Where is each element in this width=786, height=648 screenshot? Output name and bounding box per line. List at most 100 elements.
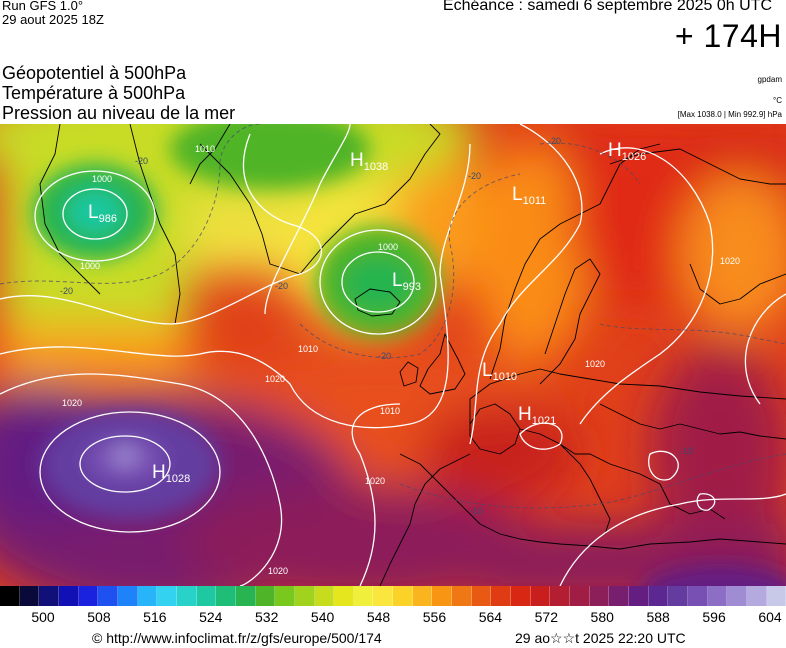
scale-label: 596 xyxy=(702,609,726,625)
run-date: 29 aout 2025 18Z xyxy=(2,12,104,27)
layer-label-geopotential: Géopotentiel à 500hPa xyxy=(2,63,187,83)
scale-swatch xyxy=(432,586,453,606)
scale-swatch xyxy=(530,586,551,606)
isobar-label: 1010 xyxy=(195,144,215,154)
run-title: Run GFS 1.0° xyxy=(2,0,84,13)
pressure-center-high: H1028 xyxy=(152,462,190,485)
isobar-labels: 1000 1000 1010 1010 1020 1020 1020 1020 … xyxy=(62,144,740,576)
pressure-center-low: L986 xyxy=(88,202,117,225)
scale-swatch xyxy=(137,586,158,606)
isobar-label: 1020 xyxy=(265,374,285,384)
generated-date: 29 ao☆☆t 2025 22:20 UTC xyxy=(515,630,686,646)
isotherm-labels: -20 -20 -20 -20 -20 -20 -10 -10 xyxy=(60,136,693,516)
scale-label: 540 xyxy=(310,609,335,625)
scale-swatch xyxy=(629,586,649,606)
pressure-center-low: L1011 xyxy=(512,184,546,207)
isobar-label: 1020 xyxy=(268,566,288,576)
scale-swatch xyxy=(687,586,708,606)
scale-swatch xyxy=(511,586,531,606)
pressure-center-low: L993 xyxy=(392,270,421,293)
scale-swatch xyxy=(216,586,236,606)
isobar-label: 1020 xyxy=(720,256,740,266)
isotherm-label: -20 xyxy=(468,171,481,181)
scale-swatch xyxy=(609,586,629,606)
scale-label: 548 xyxy=(366,609,391,625)
layer-label-pressure: Pression au niveau de la mer xyxy=(2,103,236,123)
isotherm-label: -10 xyxy=(680,446,693,456)
unit-geopotential: gpdam xyxy=(757,75,782,84)
scale-label: 572 xyxy=(534,609,558,625)
scale-swatch xyxy=(353,586,374,606)
pressure-centers: L986 H1038 L993 L1011 H1026 L1010 H1021 … xyxy=(88,140,646,485)
isotherm-label: -20 xyxy=(548,136,561,146)
weather-map: 1000 1000 1010 1010 1020 1020 1020 1020 … xyxy=(0,124,786,586)
scale-swatch xyxy=(157,586,177,606)
scale-swatch xyxy=(196,586,217,606)
scale-swatch xyxy=(570,586,590,606)
scale-label: 508 xyxy=(87,609,111,625)
scale-label: 580 xyxy=(590,609,614,625)
scale-swatch xyxy=(452,586,472,606)
source-url: © http://www.infoclimat.fr/z/gfs/europe/… xyxy=(92,630,382,646)
scale-swatch xyxy=(373,586,394,606)
scale-swatch xyxy=(98,586,118,606)
unit-temperature: °C xyxy=(773,96,782,105)
pressure-center-high: H1021 xyxy=(518,404,556,427)
isobar-label: 1010 xyxy=(298,344,318,354)
isotherm-label: -20 xyxy=(378,351,391,361)
scale-label: 588 xyxy=(646,609,670,625)
layer-label-temperature: Température à 500hPa xyxy=(2,83,186,103)
scale-swatch xyxy=(707,586,728,606)
scale-swatch xyxy=(314,586,335,606)
scale-swatch xyxy=(39,586,59,606)
pressure-center-high: H1038 xyxy=(350,150,388,173)
scale-label: 556 xyxy=(422,609,447,625)
scale-swatch xyxy=(648,586,669,606)
scale-label: 564 xyxy=(478,609,503,625)
isotherm-label: -20 xyxy=(135,156,148,166)
unit-pressure-range: [Max 1038.0 | Min 992.9] hPa xyxy=(677,110,782,119)
scale-swatch xyxy=(78,586,99,606)
color-scale-labels: 500 508 516 524 532 540 548 556 564 572 580 588 596 6… xyxy=(0,609,786,627)
scale-swatch xyxy=(668,586,688,606)
scale-swatch xyxy=(746,586,767,606)
lead-time: + 174H xyxy=(674,18,782,54)
scale-label: 604 xyxy=(758,609,782,625)
scale-swatch xyxy=(176,586,197,606)
scale-swatch xyxy=(727,586,747,606)
isobar-label: 1000 xyxy=(92,174,112,184)
geopotential-contours xyxy=(0,124,786,586)
scale-swatch xyxy=(412,586,433,606)
isotherm-label: -10 xyxy=(470,506,483,516)
scale-swatch xyxy=(766,586,786,606)
color-scale-bar xyxy=(0,586,786,606)
scale-swatch xyxy=(294,586,315,606)
scale-swatch xyxy=(0,586,20,606)
scale-swatch xyxy=(255,586,276,606)
pressure-center-low: L1010 xyxy=(482,360,517,383)
scale-label: 532 xyxy=(255,609,279,625)
scale-swatch xyxy=(589,586,610,606)
scale-swatch xyxy=(471,586,492,606)
scale-swatch xyxy=(334,586,354,606)
isotherm-label: -20 xyxy=(275,281,288,291)
scale-swatch xyxy=(491,586,512,606)
scale-swatch xyxy=(275,586,295,606)
isobar-label: 1020 xyxy=(365,476,385,486)
pressure-center-high: H1026 xyxy=(608,140,646,163)
scale-swatch xyxy=(58,586,79,606)
scale-label: 500 xyxy=(31,609,55,625)
geopotential-field xyxy=(0,124,786,586)
scale-swatch xyxy=(235,586,256,606)
isotherm-contours xyxy=(0,124,786,509)
isobar-label: 1000 xyxy=(80,261,100,271)
scale-swatch xyxy=(19,586,40,606)
isotherm-label: -20 xyxy=(60,286,73,296)
isobar-label: 1020 xyxy=(62,398,82,408)
scale-label: 524 xyxy=(199,609,223,625)
isobar-label: 1000 xyxy=(378,242,398,252)
scale-swatch xyxy=(117,586,138,606)
coastlines xyxy=(39,124,786,586)
scale-swatch xyxy=(550,586,571,606)
isobar-label: 1020 xyxy=(585,359,605,369)
